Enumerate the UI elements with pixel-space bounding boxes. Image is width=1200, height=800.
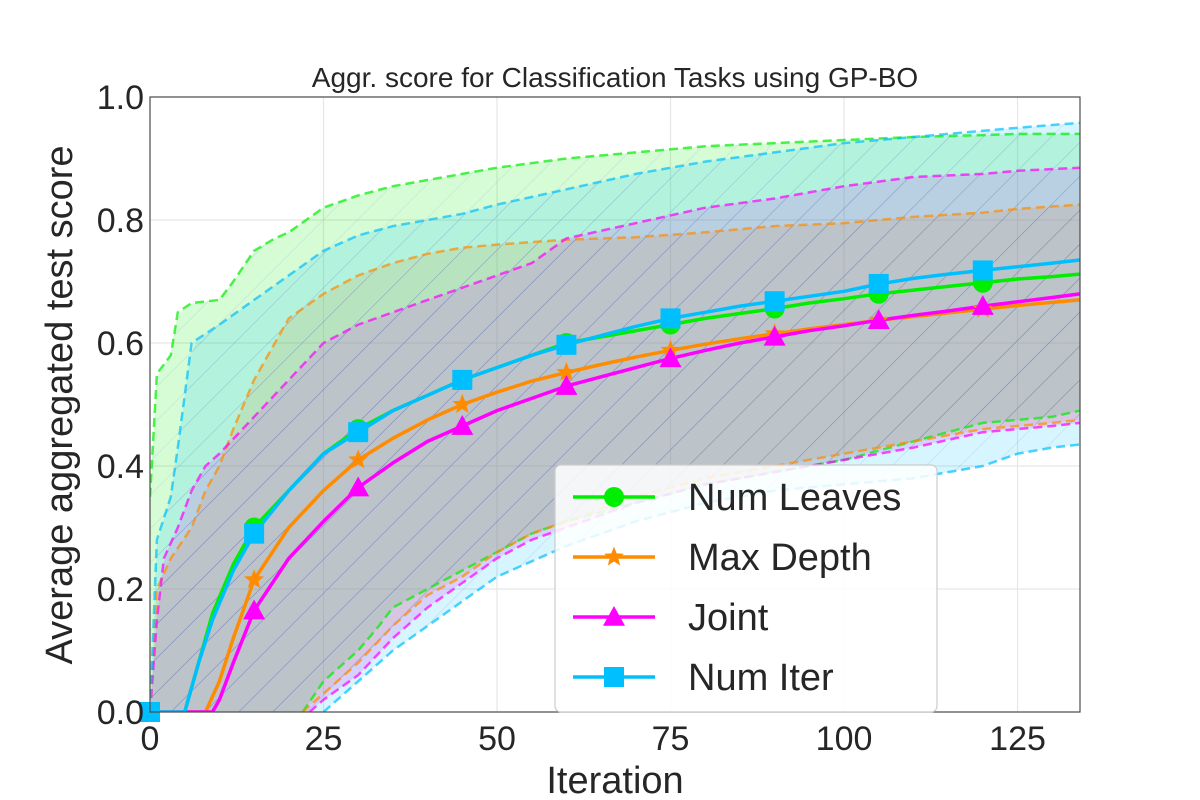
joint-mean-line (150, 292, 1080, 712)
y-tick-label: 1.0 (97, 79, 144, 117)
num-iter-marker (556, 334, 577, 355)
x-tick-label: 75 (652, 720, 690, 758)
joint-marker (659, 347, 682, 368)
max-depth-marker (348, 449, 369, 469)
joint-marker (347, 476, 370, 497)
legend-marker-num-iter (604, 667, 624, 687)
x-tick-label: 100 (816, 720, 873, 758)
max-depth-upper-bound (150, 203, 1080, 712)
y-tick-label: 0.0 (97, 694, 144, 732)
legend: Num Leaves Max Depth Joint Num Iter (554, 464, 938, 713)
y-tick-label: 0.8 (97, 202, 144, 240)
markers (140, 260, 994, 722)
joint-marker (451, 415, 474, 435)
joint-marker (867, 309, 890, 330)
x-tick-label: 25 (305, 720, 343, 758)
legend-marker-num-leaves (604, 487, 624, 507)
joint-marker (243, 599, 266, 620)
legend-label-max-depth: Max Depth (688, 537, 872, 579)
legend-marker-max-depth (604, 546, 624, 566)
tick-labels: 0 25 50 75 100 125 0.0 0.2 0.4 0.6 0.8 1.0 (97, 79, 1046, 758)
legend-box (554, 464, 938, 713)
chart-title: Aggr. score for Classification Tasks usi… (312, 62, 918, 93)
num-iter-marker (764, 291, 785, 312)
max-depth-marker (556, 362, 577, 381)
y-tick-label: 0.6 (97, 325, 144, 363)
x-tick-label: 50 (478, 720, 516, 758)
num-iter-upper-bound (150, 121, 1080, 712)
legend-label-joint: Joint (688, 597, 769, 639)
num-iter-marker (972, 260, 993, 281)
y-tick-label: 0.4 (97, 448, 144, 486)
max-depth-marker (452, 394, 473, 413)
confidence-bands (150, 121, 1080, 712)
legend-marker-joint (603, 606, 625, 626)
num-iter-marker (452, 369, 473, 390)
legend-label-num-leaves: Num Leaves (688, 477, 901, 519)
legend-label-num-iter: Num Iter (688, 657, 834, 699)
joint-marker (555, 375, 578, 395)
num-iter-band-hatch (150, 122, 1080, 712)
x-tick-label: 125 (989, 720, 1046, 758)
num-iter-marker (868, 273, 889, 294)
y-tick-label: 0.2 (97, 571, 144, 609)
num-iter-marker (660, 308, 681, 329)
num-iter-marker (244, 523, 265, 544)
joint-marker (763, 325, 786, 346)
max-depth-marker (244, 569, 265, 589)
x-axis-label: Iteration (546, 760, 683, 800)
x-tick-label: 0 (141, 720, 160, 758)
num-leaves-upper-bound (150, 132, 1080, 497)
y-axis-label: Average aggregated test score (39, 146, 81, 665)
joint-marker (971, 295, 994, 315)
num-iter-marker (348, 422, 369, 443)
joint-upper-bound (150, 166, 1080, 712)
